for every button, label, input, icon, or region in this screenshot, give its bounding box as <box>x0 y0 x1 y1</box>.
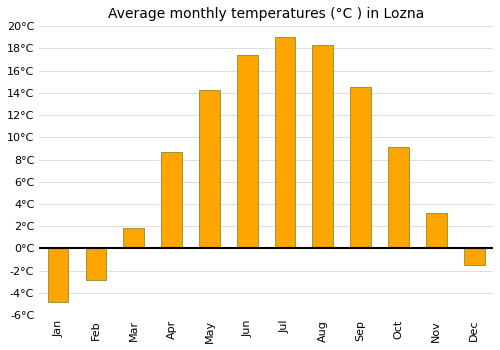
Bar <box>350 88 371 248</box>
Bar <box>124 229 144 248</box>
Bar <box>161 152 182 248</box>
Bar <box>86 248 106 280</box>
Bar <box>312 45 334 248</box>
Bar <box>237 55 258 248</box>
Bar <box>388 147 409 248</box>
Bar <box>48 248 68 302</box>
Bar <box>199 90 220 248</box>
Bar <box>426 213 446 248</box>
Bar <box>464 248 484 265</box>
Bar <box>274 37 295 248</box>
Title: Average monthly temperatures (°C ) in Lozna: Average monthly temperatures (°C ) in Lo… <box>108 7 424 21</box>
